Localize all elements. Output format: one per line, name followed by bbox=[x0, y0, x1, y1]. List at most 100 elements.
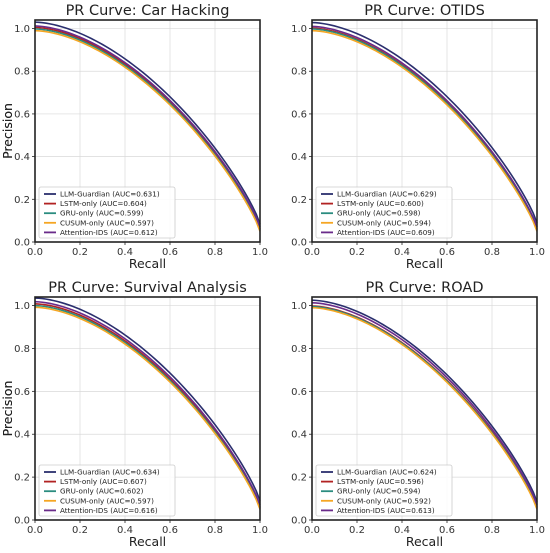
y-tick-label: 0.6 bbox=[14, 109, 30, 120]
series-line-cusum-only bbox=[311, 29, 538, 232]
series-line-cusum-only bbox=[34, 306, 261, 510]
x-tick-label: 0.0 bbox=[304, 247, 320, 258]
legend-entry: GRU-only (AUC=0.602) bbox=[60, 487, 144, 496]
y-tick-label: 0.4 bbox=[291, 152, 307, 163]
series-line-attention-ids bbox=[34, 25, 261, 228]
y-tick-label: 0.6 bbox=[14, 387, 30, 398]
legend-entry: CUSUM-only (AUC=0.597) bbox=[60, 218, 154, 227]
chart-title: PR Curve: Car Hacking bbox=[66, 3, 230, 19]
x-tick-label: 1.0 bbox=[252, 525, 268, 536]
legend-box bbox=[315, 464, 453, 517]
y-tick-label: 0.2 bbox=[291, 195, 307, 206]
x-tick-label: 0.6 bbox=[162, 247, 178, 258]
legend-entry: Attention-IDS (AUC=0.612) bbox=[60, 228, 158, 237]
series-line-llm-guardian bbox=[34, 21, 261, 225]
chart-title: PR Curve: ROAD bbox=[365, 280, 483, 296]
x-tick-label: 0.4 bbox=[117, 247, 133, 258]
x-tick-label: 0.8 bbox=[484, 525, 500, 536]
legend-box bbox=[38, 186, 176, 239]
legend-entry: CUSUM-only (AUC=0.594) bbox=[337, 218, 431, 227]
legend-entry: LSTM-only (AUC=0.604) bbox=[60, 199, 147, 208]
series-line-cusum-only bbox=[311, 306, 538, 510]
x-tick-label: 1.0 bbox=[252, 247, 268, 258]
plot-frame bbox=[311, 19, 538, 243]
x-tick-label: 0.4 bbox=[117, 525, 133, 536]
legend: LLM-Guardian (AUC=0.624)LSTM-only (AUC=0… bbox=[315, 464, 453, 517]
x-tick-label: 0.0 bbox=[304, 525, 320, 536]
y-tick-label: 0.2 bbox=[14, 473, 30, 484]
legend-entry: LSTM-only (AUC=0.607) bbox=[60, 477, 147, 486]
y-tick-label: 0.8 bbox=[291, 67, 307, 78]
y-axis-label: Precision bbox=[0, 103, 15, 159]
legend-entry: Attention-IDS (AUC=0.609) bbox=[337, 228, 435, 237]
legend-entry: GRU-only (AUC=0.598) bbox=[337, 209, 421, 218]
series-line-llm-guardian bbox=[34, 297, 261, 501]
chart-title: PR Curve: Survival Analysis bbox=[48, 280, 247, 296]
legend-entry: LSTM-only (AUC=0.596) bbox=[337, 477, 424, 486]
y-tick-label: 0.2 bbox=[291, 473, 307, 484]
plot-frame bbox=[34, 19, 261, 243]
y-tick-label: 0.8 bbox=[291, 344, 307, 355]
chart-panel-3: 0.00.0 0.2 0.2 0.4 0.4 0.6 0.6 0.8 0.8 1.0 1.0 PR C… bbox=[0, 280, 268, 549]
x-tick-label: 0.6 bbox=[162, 525, 178, 536]
legend-box bbox=[38, 464, 176, 517]
x-tick-label: 0.8 bbox=[207, 525, 223, 536]
y-tick-label: 0.0 bbox=[291, 516, 307, 527]
y-tick-label: 0.0 bbox=[291, 238, 307, 249]
chart-panel-1: 0.00.0 0.2 0.2 0.4 0.4 0.6 0.6 0.8 0.8 1.0 1.0 PR C… bbox=[0, 3, 268, 271]
y-tick-label: 0.8 bbox=[14, 67, 30, 78]
y-axis-label: Precision bbox=[0, 103, 15, 159]
legend-box bbox=[315, 186, 453, 239]
legend-entry: LLM-Guardian (AUC=0.629) bbox=[337, 190, 437, 199]
x-tick-label: 0.2 bbox=[72, 247, 88, 258]
chart-title: PR Curve: OTIDS bbox=[364, 3, 485, 19]
y-tick-label: 0.2 bbox=[14, 195, 30, 206]
legend-entry: LLM-Guardian (AUC=0.634) bbox=[60, 468, 160, 477]
y-tick-label: 0.6 bbox=[291, 109, 307, 120]
x-tick-label: 0.4 bbox=[394, 525, 410, 536]
y-tick-label: 0.0 bbox=[14, 238, 30, 249]
x-tick-label: 0.8 bbox=[207, 247, 223, 258]
legend: LLM-Guardian (AUC=0.631)LSTM-only (AUC=0… bbox=[38, 186, 176, 239]
series-line-attention-ids bbox=[311, 301, 538, 506]
x-axis-label: Recall bbox=[406, 256, 443, 271]
y-tick-label: 1.0 bbox=[291, 24, 307, 35]
y-axis-label: Precision bbox=[0, 381, 15, 437]
x-tick-label: 0.2 bbox=[72, 525, 88, 536]
series-line-attention-ids bbox=[34, 300, 261, 506]
y-tick-label: 1.0 bbox=[14, 301, 30, 312]
legend-entry: GRU-only (AUC=0.594) bbox=[337, 487, 421, 496]
x-tick-label: 0.6 bbox=[439, 525, 455, 536]
legend-entry: CUSUM-only (AUC=0.597) bbox=[60, 496, 154, 505]
x-tick-label: 0.2 bbox=[349, 525, 365, 536]
x-tick-label: 0.4 bbox=[394, 247, 410, 258]
y-tick-label: 1.0 bbox=[14, 24, 30, 35]
y-tick-label: 0.0 bbox=[14, 516, 30, 527]
legend-entry: Attention-IDS (AUC=0.613) bbox=[337, 506, 435, 515]
y-tick-label: 0.4 bbox=[14, 152, 30, 163]
series-line-llm-guardian bbox=[311, 21, 538, 224]
legend: LLM-Guardian (AUC=0.629)LSTM-only (AUC=0… bbox=[315, 186, 453, 239]
x-axis-label: Recall bbox=[406, 534, 443, 549]
plot-frame bbox=[34, 296, 261, 521]
legend-entry: LLM-Guardian (AUC=0.624) bbox=[337, 468, 437, 477]
series-line-cusum-only bbox=[34, 29, 261, 232]
x-axis-label: Recall bbox=[129, 534, 166, 549]
legend-entry: LSTM-only (AUC=0.600) bbox=[337, 199, 424, 208]
legend-entry: CUSUM-only (AUC=0.592) bbox=[337, 496, 431, 505]
y-axis-label: Precision bbox=[0, 381, 15, 437]
legend-entry: GRU-only (AUC=0.599) bbox=[60, 209, 144, 218]
x-tick-label: 0.2 bbox=[349, 247, 365, 258]
series-line-attention-ids bbox=[311, 25, 538, 228]
chart-panel-2: 0.00.00.20.20.40.40.60.60.80.81.01.0PR C… bbox=[0, 3, 545, 271]
plot-frame bbox=[311, 296, 538, 521]
y-tick-label: 0.4 bbox=[14, 430, 30, 441]
y-tick-label: 0.8 bbox=[14, 344, 30, 355]
chart-panel-4: 0.00.00.20.20.40.40.60.60.80.81.01.0PR C… bbox=[0, 280, 545, 549]
y-tick-label: 0.6 bbox=[291, 387, 307, 398]
legend-entry: Attention-IDS (AUC=0.616) bbox=[60, 506, 158, 515]
y-tick-label: 1.0 bbox=[291, 301, 307, 312]
x-tick-label: 0.0 bbox=[27, 247, 43, 258]
series-line-llm-guardian bbox=[311, 299, 538, 503]
